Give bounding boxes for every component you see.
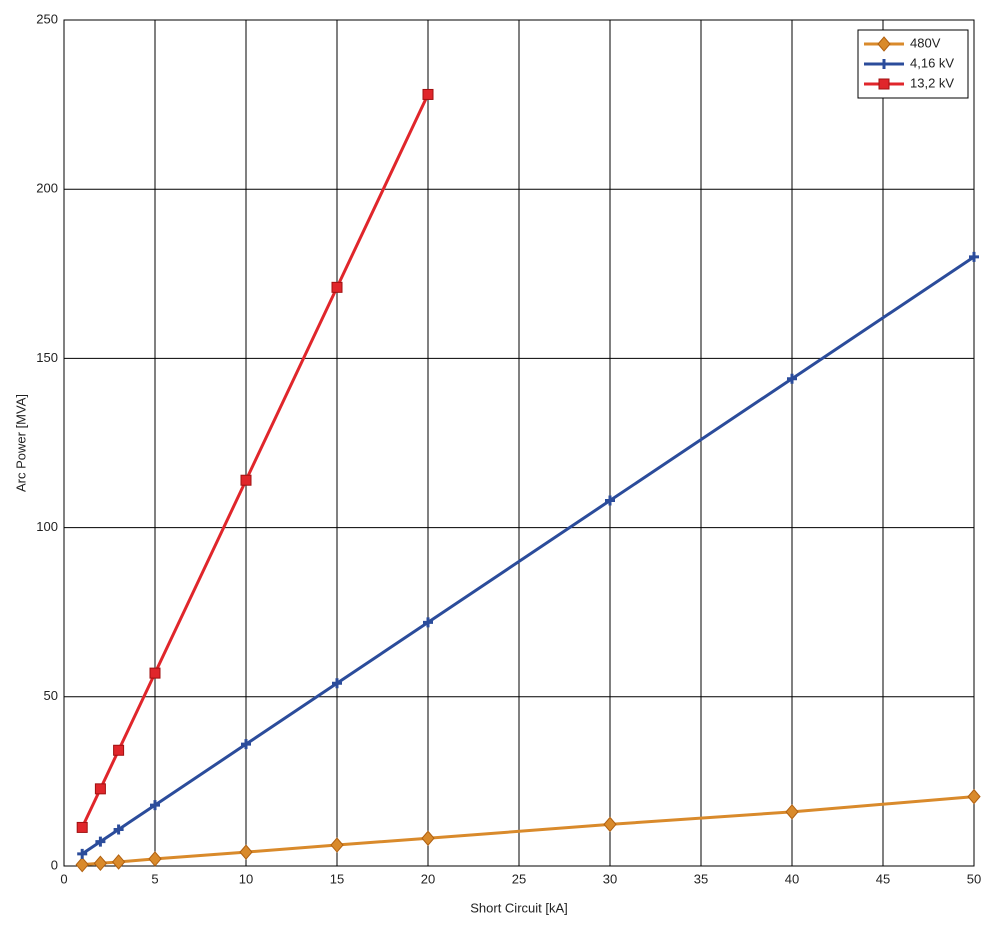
marker [969, 251, 979, 262]
y-tick-label: 100 [36, 519, 58, 534]
marker [603, 816, 617, 833]
y-tick-label: 0 [51, 857, 58, 872]
marker [787, 373, 797, 384]
marker [330, 837, 344, 853]
x-tick-label: 45 [876, 871, 890, 886]
legend: 480V 4,16 kV 13,2 kV [857, 29, 969, 99]
series-line [82, 795, 975, 867]
marker [422, 88, 434, 100]
marker [95, 836, 106, 847]
marker [149, 667, 161, 679]
marker [879, 59, 889, 69]
legend-label: 13,2 kV [910, 75, 954, 90]
y-axis-label: Arc Power [MVA] [13, 394, 28, 492]
marker [77, 848, 88, 859]
marker [605, 495, 615, 506]
marker [113, 744, 125, 756]
marker [241, 739, 251, 750]
marker [332, 678, 342, 689]
marker [421, 830, 435, 847]
x-tick-label: 35 [694, 871, 708, 886]
marker [94, 783, 106, 795]
x-tick-label: 5 [151, 871, 158, 886]
marker [239, 844, 253, 860]
marker [240, 474, 252, 486]
x-tick-label: 40 [785, 871, 799, 886]
x-tick-label: 0 [60, 871, 67, 886]
marker [785, 804, 799, 820]
series-line [81, 255, 975, 856]
marker [76, 821, 88, 833]
x-tick-label: 15 [330, 871, 344, 886]
legend-label: 480V [910, 35, 941, 50]
marker [967, 788, 981, 805]
y-tick-label: 150 [36, 350, 58, 365]
x-tick-label: 20 [421, 871, 435, 886]
y-tick-label: 50 [44, 688, 58, 703]
x-tick-label: 25 [512, 871, 526, 886]
marker [113, 824, 124, 835]
marker [150, 800, 160, 811]
x-tick-label: 30 [603, 871, 617, 886]
marker [93, 855, 108, 872]
marker [148, 851, 162, 867]
marker [111, 854, 126, 870]
y-tick-label: 200 [36, 181, 58, 196]
marker [878, 78, 890, 90]
marker [331, 281, 343, 293]
x-axis-label: Short Circuit [kA] [470, 900, 568, 915]
marker [877, 36, 891, 52]
y-tick-label: 250 [36, 11, 58, 26]
marker [75, 856, 89, 873]
x-tick-label: 10 [239, 871, 253, 886]
legend-label: 4,16 kV [910, 55, 954, 70]
x-tick-label: 50 [967, 871, 981, 886]
marker [423, 617, 433, 628]
